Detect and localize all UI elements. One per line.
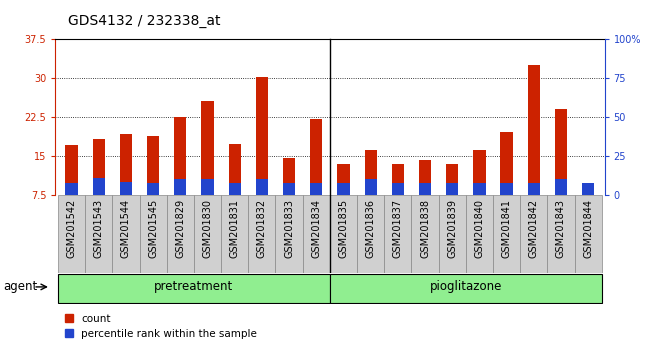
Bar <box>66 145 78 195</box>
Text: pioglitazone: pioglitazone <box>430 280 502 293</box>
Text: GSM201836: GSM201836 <box>366 199 376 258</box>
Bar <box>357 195 384 273</box>
Bar <box>202 101 214 195</box>
Text: GSM201543: GSM201543 <box>94 199 104 258</box>
Bar <box>194 195 221 273</box>
Text: GSM201837: GSM201837 <box>393 199 403 258</box>
Bar <box>582 184 594 195</box>
Text: GSM201832: GSM201832 <box>257 199 267 258</box>
Bar <box>392 164 404 195</box>
Bar <box>147 183 159 195</box>
Bar <box>120 134 132 195</box>
Bar <box>229 183 241 195</box>
Bar <box>520 195 547 273</box>
Bar <box>500 132 513 195</box>
Text: GSM201838: GSM201838 <box>420 199 430 258</box>
Text: GSM201545: GSM201545 <box>148 199 158 258</box>
Bar <box>582 183 594 195</box>
Bar <box>473 183 486 195</box>
Bar <box>466 195 493 273</box>
Bar <box>303 195 330 273</box>
Bar <box>202 179 214 195</box>
Bar <box>555 179 567 195</box>
Bar <box>85 195 112 273</box>
Bar <box>419 183 431 195</box>
Bar <box>112 195 140 273</box>
Text: GSM201833: GSM201833 <box>284 199 294 258</box>
Bar <box>283 158 295 195</box>
Bar <box>446 183 458 195</box>
Bar <box>337 183 350 195</box>
Bar <box>365 149 377 195</box>
Bar <box>174 179 187 195</box>
Bar <box>174 117 187 195</box>
Bar <box>547 195 575 273</box>
Bar <box>555 109 567 195</box>
Bar <box>384 195 411 273</box>
Text: GDS4132 / 232338_at: GDS4132 / 232338_at <box>68 14 221 28</box>
Bar <box>229 144 241 195</box>
Text: GSM201834: GSM201834 <box>311 199 321 258</box>
Bar <box>248 195 276 273</box>
Text: GSM201840: GSM201840 <box>474 199 484 258</box>
Bar <box>411 195 439 273</box>
Text: GSM201544: GSM201544 <box>121 199 131 258</box>
Bar <box>93 139 105 195</box>
Bar <box>58 274 330 303</box>
Bar <box>256 77 268 195</box>
Bar <box>528 183 540 195</box>
Text: agent: agent <box>3 280 37 293</box>
Bar <box>500 183 513 195</box>
Text: GSM201842: GSM201842 <box>529 199 539 258</box>
Text: GSM201835: GSM201835 <box>339 199 348 258</box>
Bar <box>439 195 466 273</box>
Bar <box>221 195 248 273</box>
Bar <box>310 183 322 195</box>
Bar <box>419 160 431 195</box>
Bar <box>276 195 303 273</box>
Bar <box>256 179 268 195</box>
Text: GSM201830: GSM201830 <box>203 199 213 258</box>
Text: GSM201831: GSM201831 <box>229 199 240 258</box>
Bar <box>493 195 520 273</box>
Text: GSM201844: GSM201844 <box>583 199 593 258</box>
Text: pretreatment: pretreatment <box>154 280 233 293</box>
Bar <box>167 195 194 273</box>
Text: GSM201841: GSM201841 <box>502 199 512 258</box>
Text: GSM201839: GSM201839 <box>447 199 457 258</box>
Bar <box>120 182 132 195</box>
Bar <box>310 119 322 195</box>
Bar <box>93 178 105 195</box>
Bar <box>365 179 377 195</box>
Bar <box>283 183 295 195</box>
Bar <box>140 195 167 273</box>
Legend: count, percentile rank within the sample: count, percentile rank within the sample <box>60 310 261 343</box>
Bar <box>58 195 85 273</box>
Bar <box>330 195 357 273</box>
Bar <box>473 149 486 195</box>
Bar <box>147 136 159 195</box>
Text: GSM201829: GSM201829 <box>176 199 185 258</box>
Bar <box>446 164 458 195</box>
Bar <box>337 164 350 195</box>
Bar <box>575 195 602 273</box>
Bar <box>330 274 602 303</box>
Text: GSM201542: GSM201542 <box>66 199 77 258</box>
Bar <box>392 183 404 195</box>
Text: GSM201843: GSM201843 <box>556 199 566 258</box>
Bar <box>528 65 540 195</box>
Bar <box>66 183 78 195</box>
